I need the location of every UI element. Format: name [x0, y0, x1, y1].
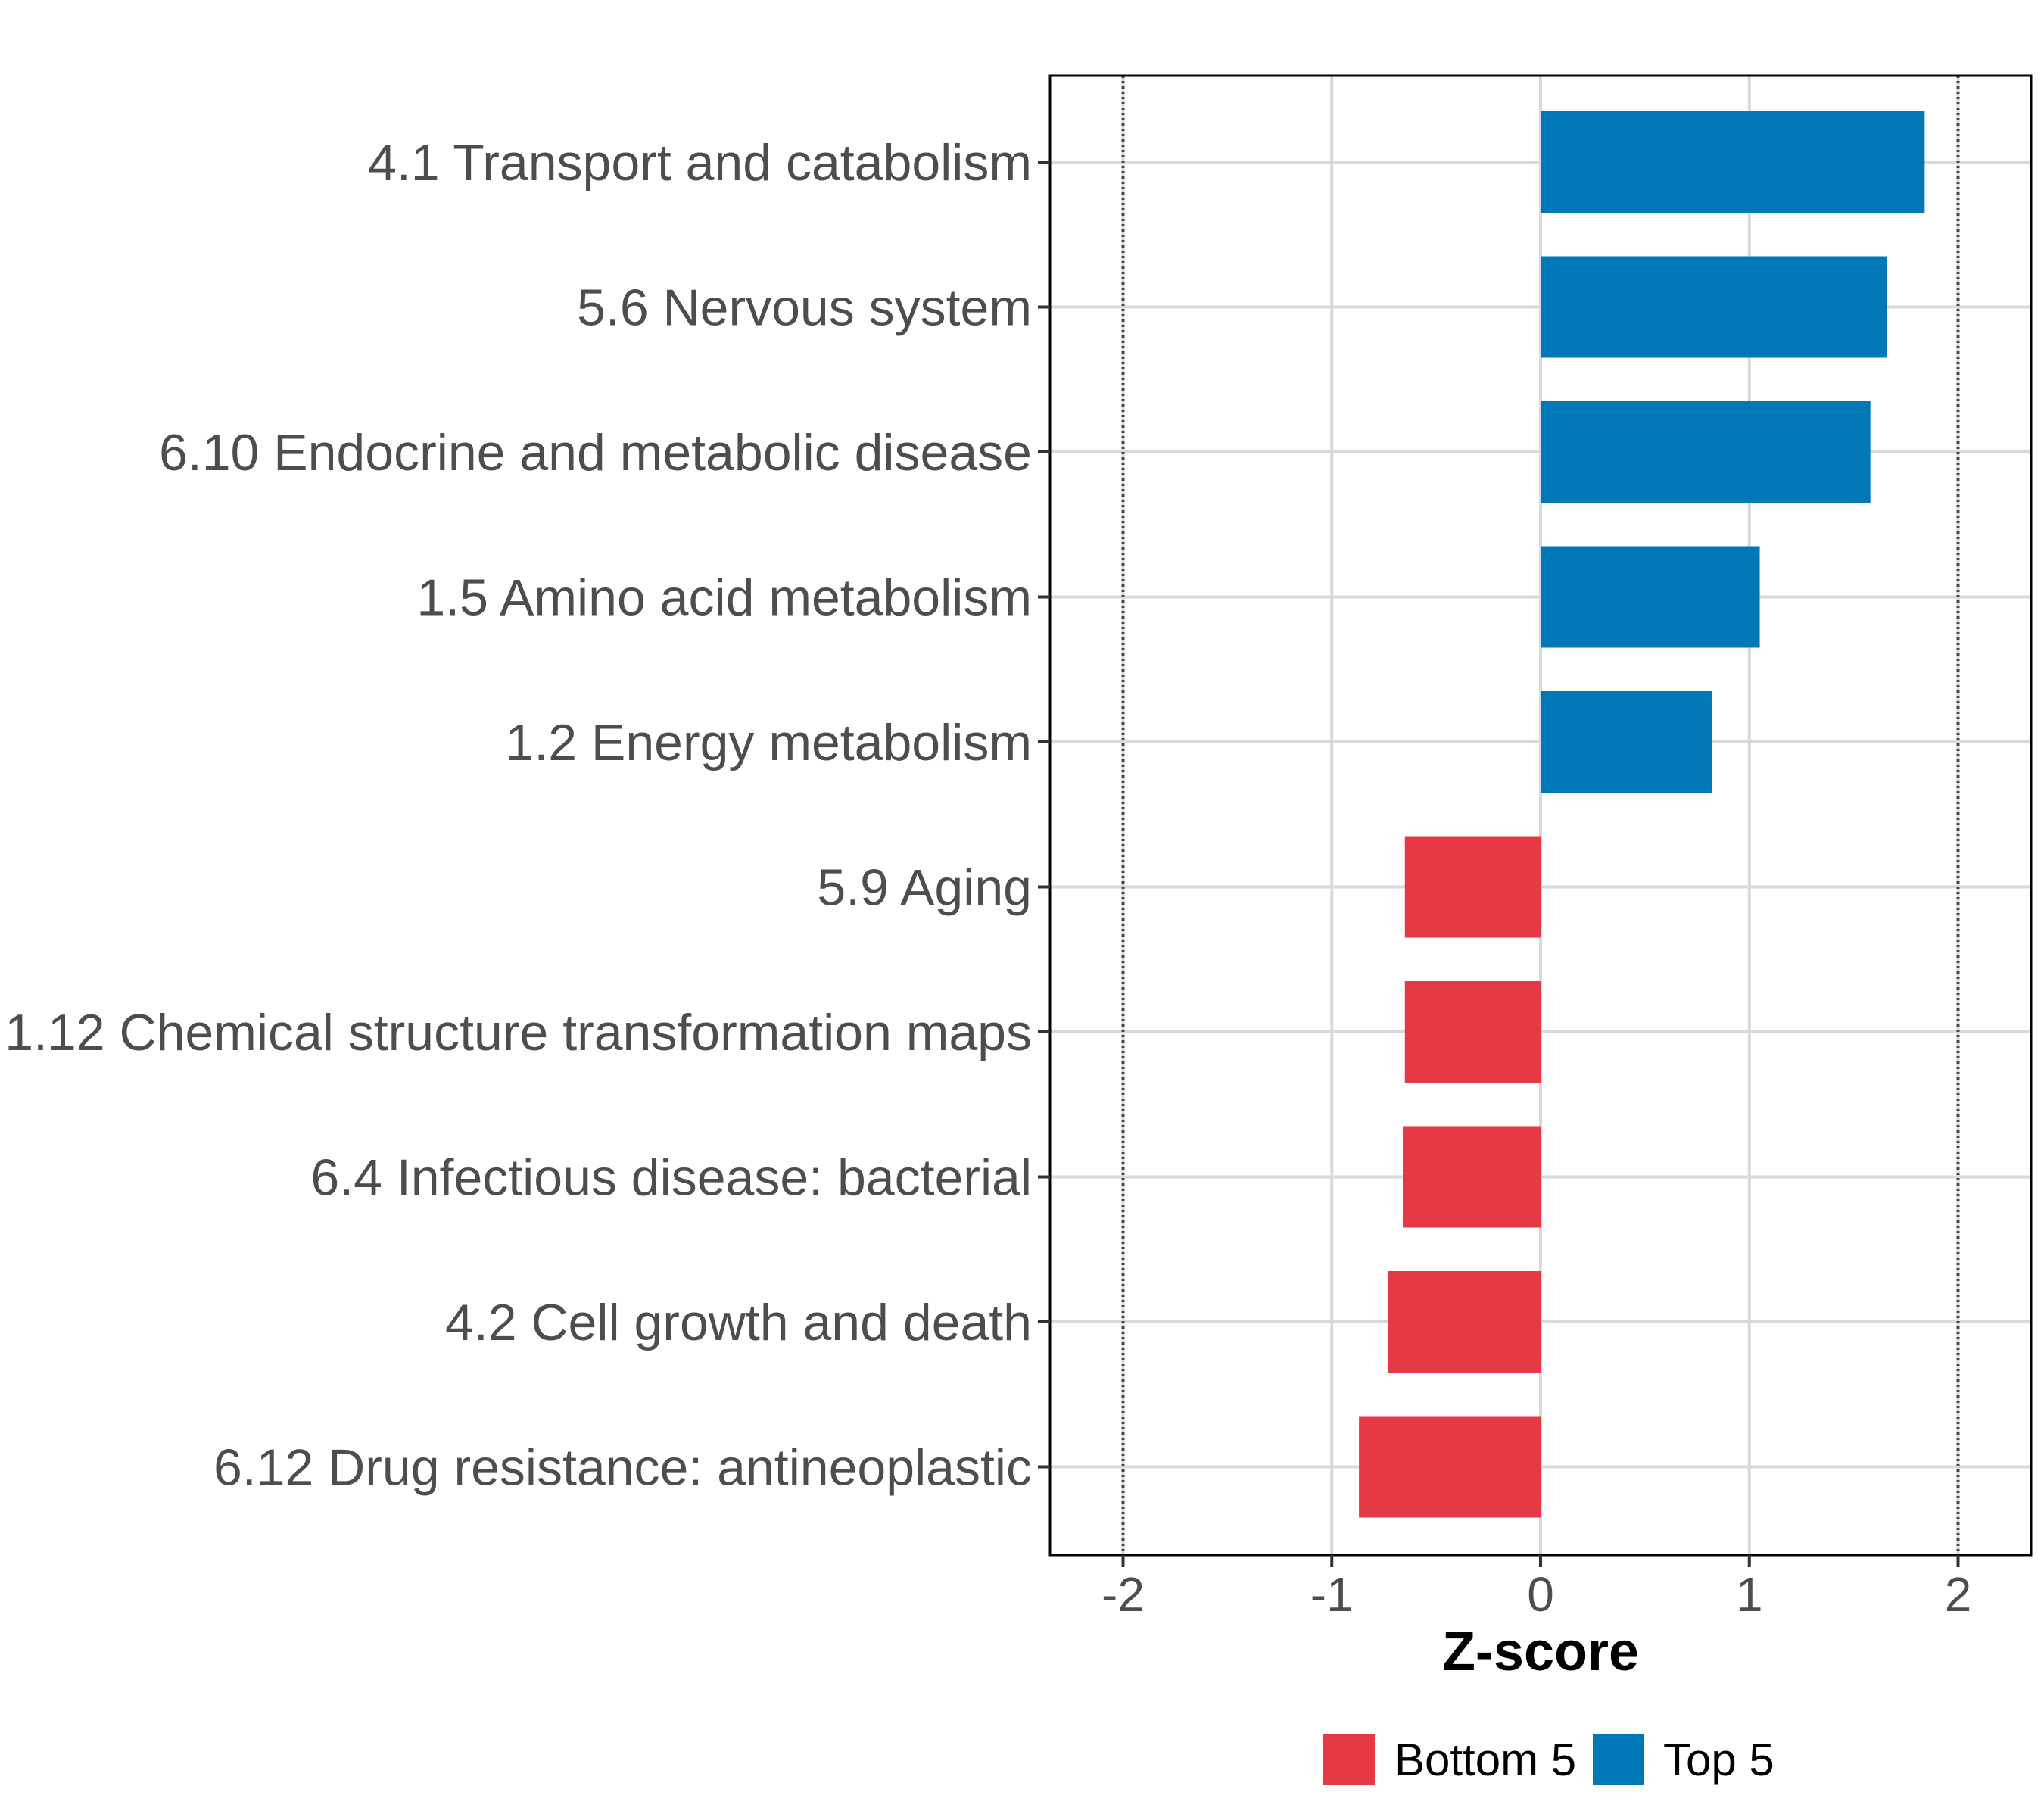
y-tick-label: 6.10 Endocrine and metabolic disease — [159, 424, 1032, 482]
y-tick-label: 4.2 Cell growth and death — [445, 1294, 1032, 1351]
y-tick-label: 5.6 Nervous system — [577, 279, 1032, 337]
y-tick-label: 1.12 Chemical structure transformation m… — [5, 1004, 1032, 1061]
bar — [1541, 256, 1887, 358]
bar — [1388, 1271, 1541, 1373]
legend: Bottom 5 Top 5 — [1323, 1734, 1774, 1785]
y-tick-label: 1.5 Amino acid metabolism — [416, 569, 1032, 627]
x-tick-label: 0 — [1527, 1567, 1554, 1622]
y-axis: 4.1 Transport and catabolism 5.6 Nervous … — [5, 134, 1050, 1497]
legend-swatch-bottom-5 — [1323, 1734, 1375, 1785]
x-axis: -2 -1 0 1 2 — [1101, 1555, 1971, 1622]
y-tick-label: 6.4 Infectious disease: bacterial — [310, 1149, 1032, 1207]
legend-label-top-5: Top 5 — [1663, 1734, 1774, 1785]
x-axis-title: Z-score — [1442, 1622, 1639, 1682]
x-tick-label: -1 — [1310, 1567, 1354, 1622]
x-tick-label: 1 — [1736, 1567, 1763, 1622]
bar — [1541, 401, 1871, 503]
y-tick-label: 6.12 Drug resistance: antineoplastic — [213, 1439, 1032, 1497]
bar — [1403, 1126, 1541, 1228]
bar — [1541, 111, 1925, 213]
bars — [1359, 111, 1925, 1518]
bar — [1404, 981, 1541, 1083]
bar — [1541, 546, 1760, 648]
bar — [1404, 836, 1541, 938]
y-tick-label: 5.9 Aging — [817, 859, 1032, 917]
y-tick-label: 1.2 Energy metabolism — [506, 714, 1032, 771]
bar — [1541, 691, 1712, 793]
x-tick-label: 2 — [1945, 1567, 1972, 1622]
y-tick-label: 4.1 Transport and catabolism — [368, 134, 1032, 192]
legend-swatch-top-5 — [1593, 1734, 1644, 1785]
x-tick-label: -2 — [1101, 1567, 1145, 1622]
legend-label-bottom-5: Bottom 5 — [1394, 1734, 1576, 1785]
bar — [1359, 1416, 1541, 1518]
